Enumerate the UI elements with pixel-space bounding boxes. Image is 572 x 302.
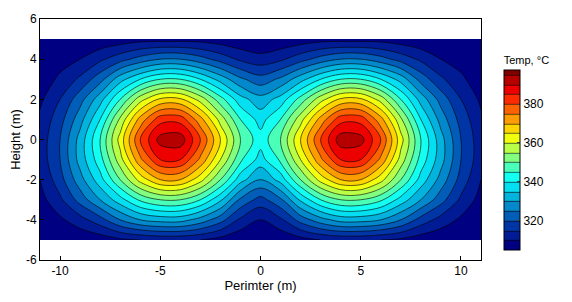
svg-text:0: 0 — [30, 133, 37, 147]
svg-text:380: 380 — [523, 97, 543, 111]
svg-text:0: 0 — [257, 264, 264, 278]
svg-text:10: 10 — [454, 264, 468, 278]
svg-text:6: 6 — [30, 12, 37, 26]
svg-text:4: 4 — [30, 52, 37, 66]
svg-text:-6: -6 — [26, 253, 37, 267]
svg-text:320: 320 — [523, 214, 543, 228]
svg-text:Perimter (m): Perimter (m) — [224, 278, 296, 293]
svg-text:Temp, °C: Temp, °C — [504, 54, 549, 66]
svg-text:2: 2 — [30, 93, 37, 107]
svg-text:-4: -4 — [26, 213, 37, 227]
svg-text:-10: -10 — [51, 264, 69, 278]
svg-text:Height (m): Height (m) — [8, 109, 23, 170]
svg-text:-5: -5 — [155, 264, 166, 278]
svg-text:-2: -2 — [26, 173, 37, 187]
svg-text:360: 360 — [523, 136, 543, 150]
svg-text:5: 5 — [357, 264, 364, 278]
svg-text:340: 340 — [523, 175, 543, 189]
